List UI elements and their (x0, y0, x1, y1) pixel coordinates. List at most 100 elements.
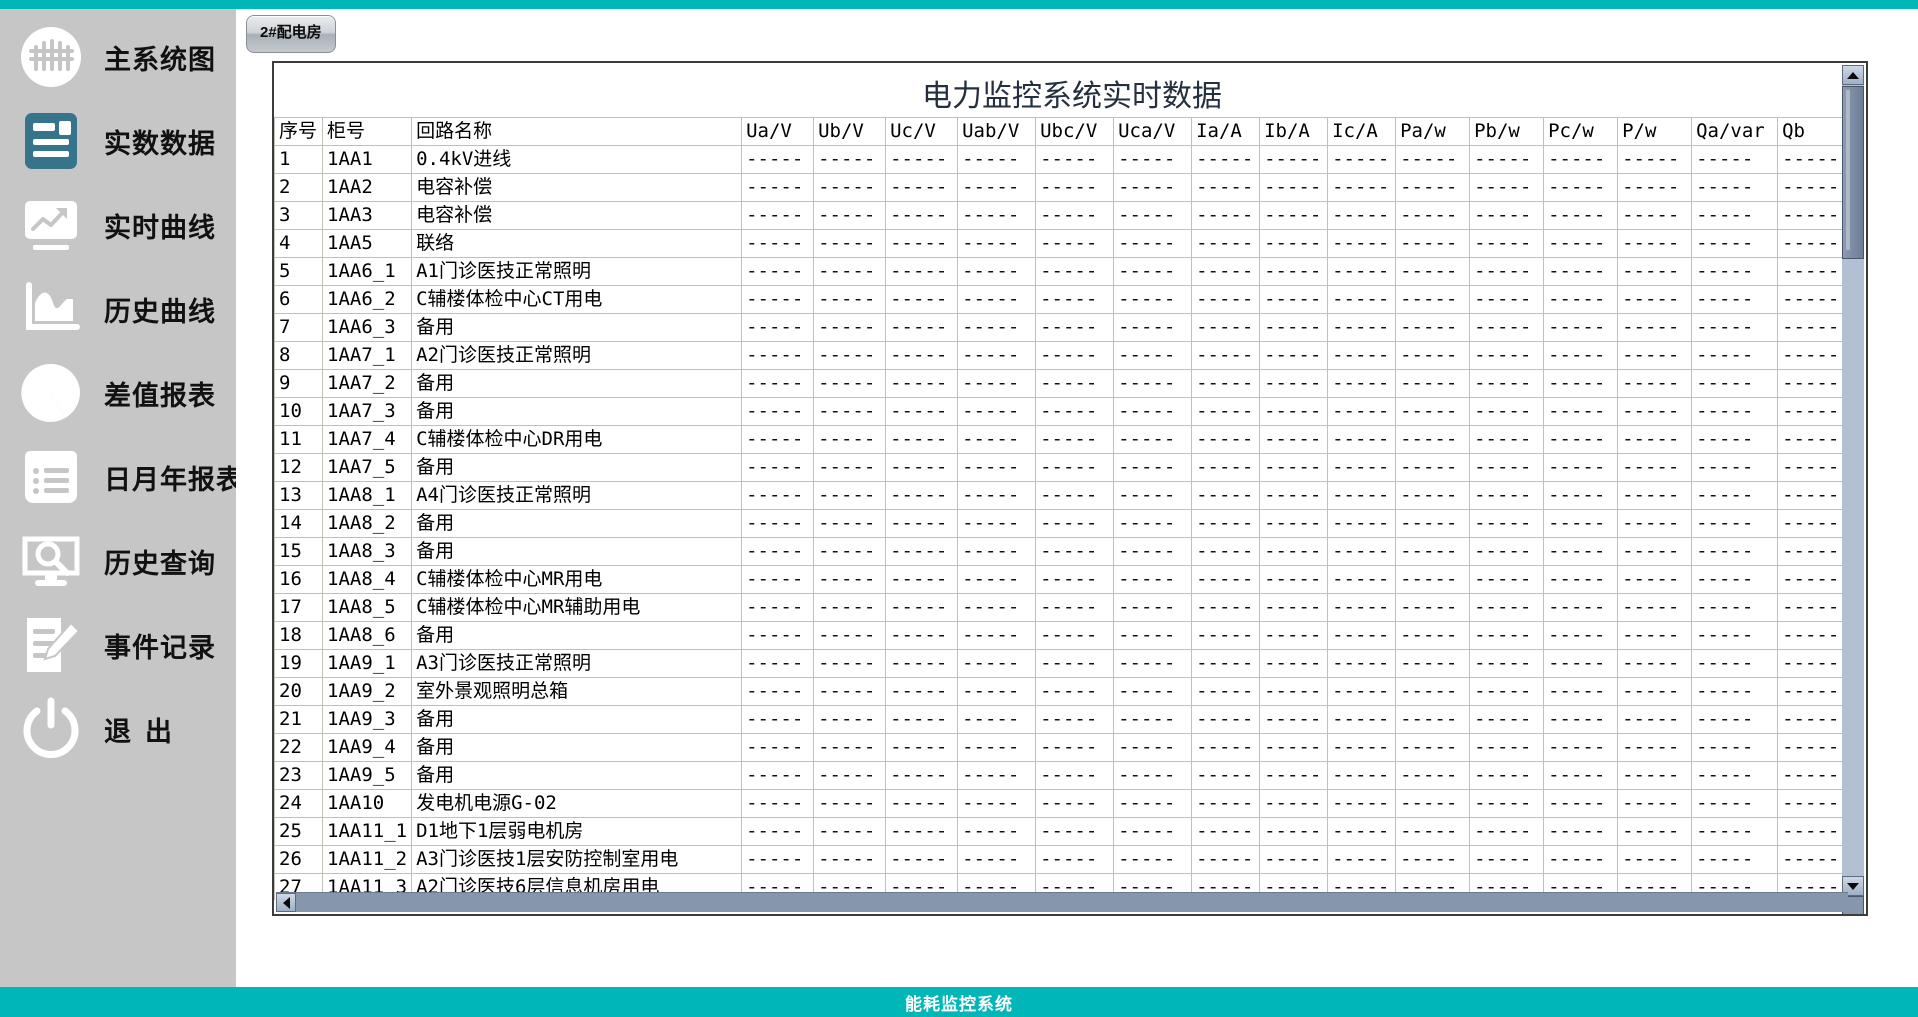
table-row[interactable]: 7 1AA6_3 备用 ----- ----- ----- ----- ----- ----- -… (274, 313, 1845, 342)
column-header[interactable]: 柜号 (321, 117, 413, 146)
scroll-up-button[interactable] (1842, 65, 1864, 85)
column-header[interactable]: Pb/w (1469, 117, 1545, 146)
cell-no: 7 (274, 313, 323, 342)
table-row[interactable]: 22 1AA9_4 备用 ----- ----- ----- ----- ----- -----… (274, 733, 1845, 762)
column-header[interactable]: Ua/V (741, 117, 815, 146)
cell-no: 25 (274, 817, 323, 846)
cell-cabinet: 1AA1 (321, 145, 413, 174)
cell-value: ----- (1327, 453, 1397, 482)
column-header[interactable]: Ub/V (813, 117, 887, 146)
vertical-scroll-thumb[interactable] (1842, 86, 1864, 259)
cell-cabinet: 1AA9_2 (321, 677, 413, 706)
table-row[interactable]: 2 1AA2 电容补偿 ----- ----- ----- ----- ----- ----- -… (274, 173, 1845, 202)
sidebar-item-history-curve[interactable]: 历史曲线 (0, 267, 236, 351)
cell-value: ----- (1113, 285, 1193, 314)
table-row[interactable]: 12 1AA7_5 备用 ----- ----- ----- ----- ----- -----… (274, 453, 1845, 482)
column-header[interactable]: Uc/V (885, 117, 959, 146)
cell-value: ----- (1691, 145, 1779, 174)
table-row[interactable]: 11 1AA7_4 C辅楼体检中心DR用电 ----- ----- ----- ----- -… (274, 425, 1845, 454)
table-row[interactable]: 5 1AA6_1 A1门诊医技正常照明 ----- ----- ----- ----- ---… (274, 257, 1845, 286)
column-header[interactable]: Qb (1777, 117, 1845, 146)
table-row[interactable]: 9 1AA7_2 备用 ----- ----- ----- ----- ----- ----- -… (274, 369, 1845, 398)
sidebar-item-dmy-report[interactable]: 日月年报表 (0, 435, 243, 519)
cell-circuit: 备用 (411, 761, 743, 790)
table-row[interactable]: 16 1AA8_4 C辅楼体检中心MR用电 ----- ----- ----- ----- -… (274, 565, 1845, 594)
cell-value: ----- (1035, 677, 1115, 706)
cell-no: 22 (274, 733, 323, 762)
table-row[interactable]: 6 1AA6_2 C辅楼体检中心CT用电 ----- ----- ----- ----- --… (274, 285, 1845, 314)
cell-value: ----- (957, 845, 1037, 874)
table-row[interactable]: 21 1AA9_3 备用 ----- ----- ----- ----- ----- -----… (274, 705, 1845, 734)
column-header[interactable]: Uab/V (957, 117, 1037, 146)
table-row[interactable]: 14 1AA8_2 备用 ----- ----- ----- ----- ----- -----… (274, 509, 1845, 538)
table-row[interactable]: 4 1AA5 联络 ----- ----- ----- ----- ----- ----- ---… (274, 229, 1845, 258)
cell-value: ----- (813, 313, 887, 342)
status-bar-label: 能耗监控系统 (905, 994, 1013, 1014)
table-row[interactable]: 8 1AA7_1 A2门诊医技正常照明 ----- ----- ----- ----- ---… (274, 341, 1845, 370)
column-header[interactable]: Qa/var (1691, 117, 1779, 146)
cell-value: ----- (1395, 341, 1471, 370)
cell-value: ----- (1691, 453, 1779, 482)
cell-value: ----- (957, 425, 1037, 454)
sidebar-item-history-query[interactable]: 历史查询 (0, 519, 236, 603)
column-header[interactable]: Ia/A (1191, 117, 1261, 146)
cell-value: ----- (741, 481, 815, 510)
sidebar-item-main-diagram[interactable]: 主系统图 (0, 15, 236, 99)
cell-circuit: C辅楼体检中心DR用电 (411, 425, 743, 454)
cell-value: ----- (957, 341, 1037, 370)
area-chart-icon (16, 274, 86, 344)
table-row[interactable]: 3 1AA3 电容补偿 ----- ----- ----- ----- ----- ----- -… (274, 201, 1845, 230)
cell-value: ----- (1777, 201, 1845, 230)
cell-value: ----- (1113, 229, 1193, 258)
scroll-left-button[interactable] (276, 893, 296, 912)
table-row[interactable]: 15 1AA8_3 备用 ----- ----- ----- ----- ----- -----… (274, 537, 1845, 566)
table-row[interactable]: 13 1AA8_1 A4门诊医技正常照明 ----- ----- ----- ----- --… (274, 481, 1845, 510)
table-row[interactable]: 24 1AA10 发电机电源G-02 ----- ----- ----- ----- ----… (274, 789, 1845, 818)
sidebar-item-exit[interactable]: 退出 (0, 687, 236, 771)
column-header[interactable]: Pc/w (1543, 117, 1619, 146)
table-row[interactable]: 18 1AA8_6 备用 ----- ----- ----- ----- ----- -----… (274, 621, 1845, 650)
column-header[interactable]: P/w (1617, 117, 1693, 146)
column-header[interactable]: Ib/A (1259, 117, 1329, 146)
table-row[interactable]: 23 1AA9_5 备用 ----- ----- ----- ----- ----- -----… (274, 761, 1845, 790)
table-row[interactable]: 10 1AA7_3 备用 ----- ----- ----- ----- ----- -----… (274, 397, 1845, 426)
table-row[interactable]: 26 1AA11_2 A3门诊医技1层安防控制室用电 ----- ----- ----- -… (274, 845, 1845, 874)
scroll-down-button[interactable] (1842, 876, 1864, 896)
cell-cabinet: 1AA8_3 (321, 537, 413, 566)
tab-2-power-room[interactable]: 2#配电房 (246, 15, 336, 53)
horizontal-scrollbar[interactable] (276, 892, 1848, 912)
table-row[interactable]: 19 1AA9_1 A3门诊医技正常照明 ----- ----- ----- ----- --… (274, 649, 1845, 678)
cell-value: ----- (741, 677, 815, 706)
cell-value: ----- (957, 705, 1037, 734)
cell-value: ----- (1327, 537, 1397, 566)
cell-cabinet: 1AA7_3 (321, 397, 413, 426)
sidebar-item-realtime-curve[interactable]: 实时曲线 (0, 183, 236, 267)
cell-value: ----- (813, 677, 887, 706)
cell-value: ----- (1327, 425, 1397, 454)
table-row[interactable]: 1 1AA1 0.4kV进线 ----- ----- ----- ----- ----- ---… (274, 145, 1845, 174)
column-header[interactable]: Pa/w (1395, 117, 1471, 146)
cell-value: ----- (1395, 481, 1471, 510)
edit-note-icon (16, 610, 86, 680)
sidebar-item-real-data[interactable]: 实数数据 (0, 99, 236, 183)
column-header[interactable]: Ubc/V (1035, 117, 1115, 146)
cell-value: ----- (957, 145, 1037, 174)
cell-value: ----- (1691, 481, 1779, 510)
column-header[interactable]: Uca/V (1113, 117, 1193, 146)
cell-value: ----- (813, 145, 887, 174)
cell-value: ----- (813, 845, 887, 874)
sidebar-item-diff-report[interactable]: 差值报表 (0, 351, 236, 435)
vertical-scrollbar[interactable] (1842, 65, 1864, 914)
column-header[interactable]: Ic/A (1327, 117, 1397, 146)
cell-value: ----- (885, 705, 959, 734)
cell-value: ----- (1327, 761, 1397, 790)
column-header[interactable]: 序号 (274, 117, 323, 146)
table-row[interactable]: 17 1AA8_5 C辅楼体检中心MR辅助用电 ----- ----- ----- ----… (274, 593, 1845, 622)
table-row[interactable]: 25 1AA11_1 D1地下1层弱电机房 ----- ----- ----- ----- -… (274, 817, 1845, 846)
sidebar-item-event-log[interactable]: 事件记录 (0, 603, 236, 687)
tab-strip: 2#配电房 (246, 15, 336, 55)
cell-value: ----- (1395, 733, 1471, 762)
column-header[interactable]: 回路名称 (411, 117, 743, 146)
cell-value: ----- (1691, 341, 1779, 370)
table-row[interactable]: 20 1AA9_2 室外景观照明总箱 ----- ----- ----- ----- ----… (274, 677, 1845, 706)
